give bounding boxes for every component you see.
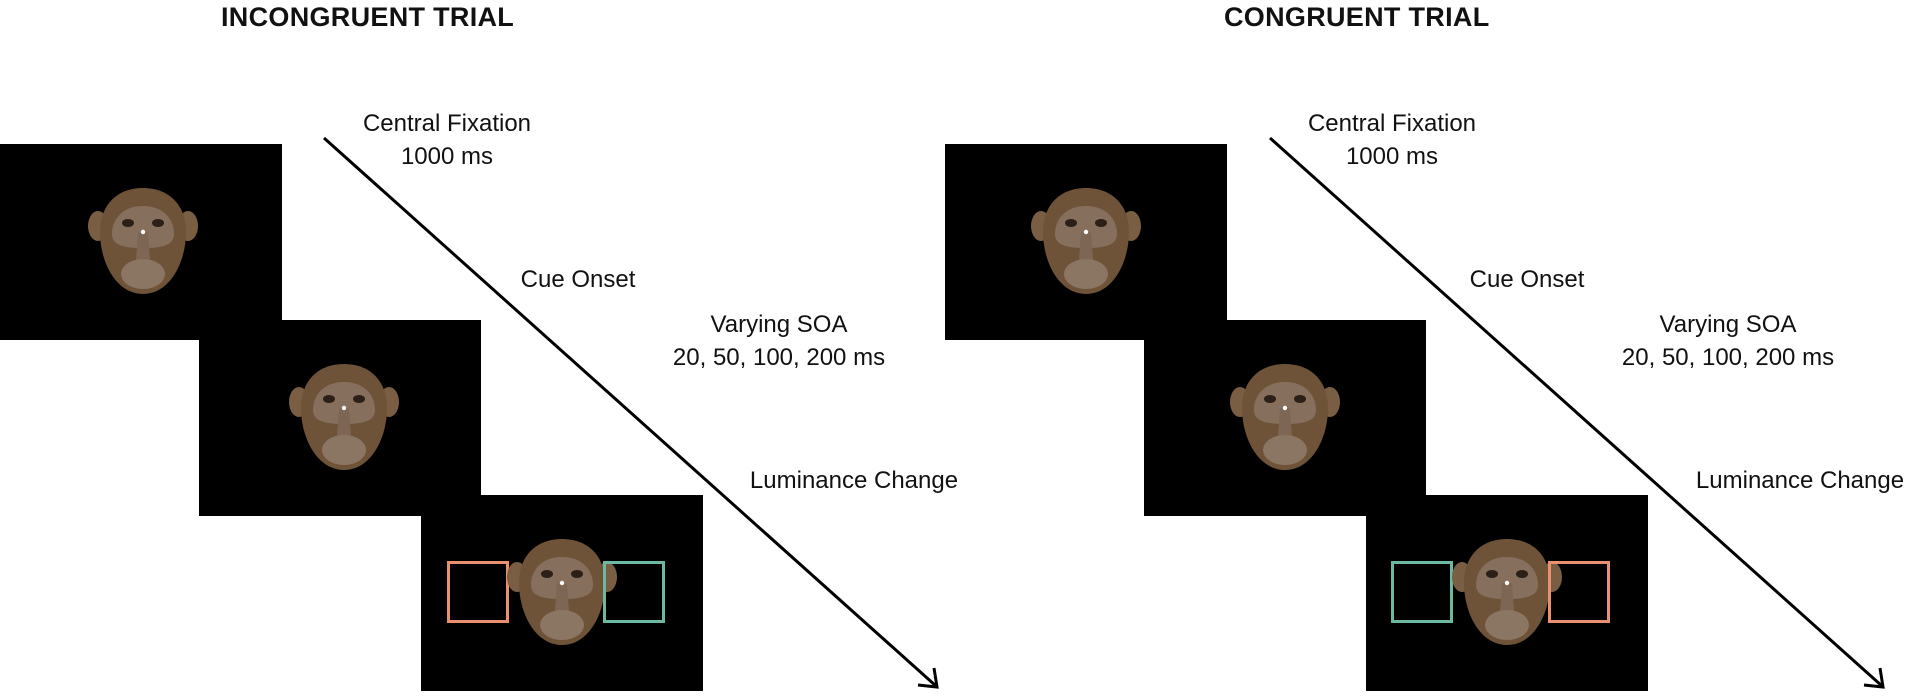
label-line: Central Fixation: [362, 110, 532, 137]
screen-cue: [199, 320, 481, 516]
label-line: 1000 ms: [1345, 143, 1439, 170]
cue-box-right: [1548, 561, 1610, 623]
monkey-face-icon: [1452, 539, 1562, 645]
monkey-face-icon: [88, 188, 198, 294]
label-central-fixation: Central Fixation 1000 ms: [1308, 107, 1476, 173]
monkey-face-icon: [507, 539, 617, 645]
screen-cue: [1144, 320, 1426, 516]
label-luminance-change: Luminance Change: [750, 464, 958, 497]
label-varying-soa: Varying SOA 20, 50, 100, 200 ms: [1622, 308, 1834, 374]
panel-title: INCONGRUENT TRIAL: [221, 2, 515, 32]
screen-luminance-change: [1366, 495, 1648, 691]
label-line: Central Fixation: [1307, 110, 1477, 137]
timeline-arrow-icon: [1268, 136, 1885, 689]
label-line: Varying SOA: [1659, 311, 1797, 338]
timeline-arrow-icon: [322, 136, 939, 689]
label-line: 20, 50, 100, 200 ms: [1621, 344, 1835, 371]
screen-luminance-change: [421, 495, 703, 691]
fixation-dot-icon: [1282, 405, 1288, 411]
monkey-face-icon: [289, 364, 399, 470]
monkey-face-icon: [1031, 188, 1141, 294]
panel-title: CONGRUENT TRIAL: [1224, 2, 1490, 32]
label-cue-onset: Cue Onset: [1470, 263, 1585, 296]
fixation-dot-icon: [559, 580, 565, 586]
fixation-dot-icon: [1083, 229, 1089, 235]
fixation-dot-icon: [341, 405, 347, 411]
label-line: Cue Onset: [1469, 266, 1585, 293]
cue-box-left: [447, 561, 509, 623]
label-line: Varying SOA: [710, 311, 848, 338]
fixation-dot-icon: [1504, 580, 1510, 586]
label-luminance-change: Luminance Change: [1696, 464, 1904, 497]
label-line: Luminance Change: [1695, 467, 1905, 494]
cue-box-right: [603, 561, 665, 623]
label-central-fixation: Central Fixation 1000 ms: [363, 107, 531, 173]
monkey-face-icon: [1230, 364, 1340, 470]
label-cue-onset: Cue Onset: [521, 263, 636, 296]
screen-fixation: [0, 144, 282, 340]
cue-box-left: [1391, 561, 1453, 623]
label-line: Cue Onset: [520, 266, 636, 293]
label-line: Luminance Change: [749, 467, 959, 494]
fixation-dot-icon: [140, 229, 146, 235]
label-line: 20, 50, 100, 200 ms: [672, 344, 886, 371]
screen-fixation: [945, 144, 1227, 340]
label-varying-soa: Varying SOA 20, 50, 100, 200 ms: [673, 308, 885, 374]
label-line: 1000 ms: [400, 143, 494, 170]
